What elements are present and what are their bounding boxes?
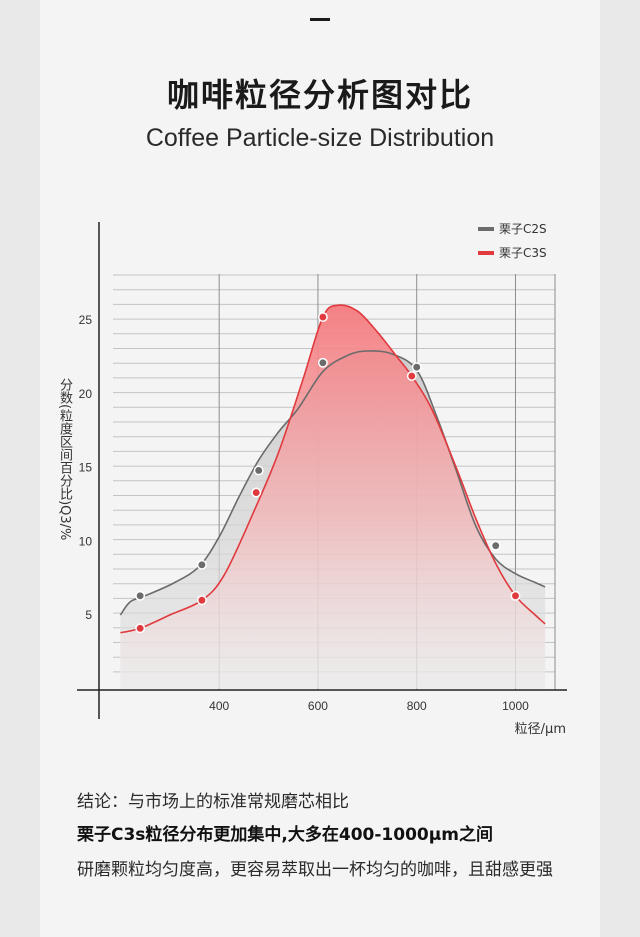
legend: 栗子C2S 栗子C3S [478, 222, 547, 260]
data-point [406, 371, 417, 381]
y-axis-label: 分数(粒度区间百分比)Q3/% [57, 378, 72, 541]
data-point [411, 362, 422, 373]
data-point [196, 559, 207, 570]
axes-layer [77, 222, 567, 719]
y-tick-label: 15 [79, 461, 93, 475]
page-subtitle: Coffee Particle-size Distribution [145, 124, 495, 152]
legend-label: 栗子C3S [499, 246, 547, 260]
data-point [251, 487, 262, 498]
data-point [135, 590, 146, 601]
data-point [317, 312, 328, 322]
series-area-2 [120, 305, 546, 689]
data-point [253, 465, 264, 476]
marker-layer [135, 312, 521, 634]
series-line-1 [119, 350, 546, 616]
series-line-2 [120, 304, 546, 634]
particle-size-chart: 400 600 800 1000 5 10 15 20 25 粒径/μm 栗子C2S 栗子C3S [77, 222, 567, 737]
x-tick-label: 600 [308, 699, 328, 713]
data-point [490, 540, 501, 551]
y-tick-label: 5 [85, 608, 92, 622]
ticks-layer: 400 600 800 1000 5 10 15 20 25 粒径/μm [79, 313, 566, 737]
y-tick-label: 10 [79, 534, 93, 548]
legend-swatch [478, 227, 494, 231]
y-tick-label: 25 [79, 313, 93, 327]
legend-swatch [478, 251, 494, 255]
data-point [196, 595, 207, 606]
data-point [510, 590, 521, 601]
x-axis-label: 粒径/μm [515, 722, 566, 737]
x-tick-label: 800 [407, 699, 427, 713]
series-layer [119, 304, 546, 689]
conclusion-line-1: 结论：与市场上的标准常规磨芯相比 [77, 792, 349, 812]
conclusion-line-2: 栗子C3s粒径分布更加集中,大多在400-1000μm之间 [77, 825, 493, 845]
legend-label: 栗子C2S [499, 222, 547, 236]
data-point [135, 623, 146, 634]
x-tick-label: 1000 [502, 699, 529, 713]
data-point [317, 357, 328, 368]
page-title: 咖啡粒径分析图对比 [166, 76, 473, 114]
top-dash [310, 18, 330, 21]
x-tick-label: 400 [209, 699, 229, 713]
conclusion-line-3: 研磨颗粒均匀度高，更容易萃取出一杯均匀的咖啡，且甜感更强 [77, 860, 553, 880]
y-tick-label: 20 [79, 387, 93, 401]
